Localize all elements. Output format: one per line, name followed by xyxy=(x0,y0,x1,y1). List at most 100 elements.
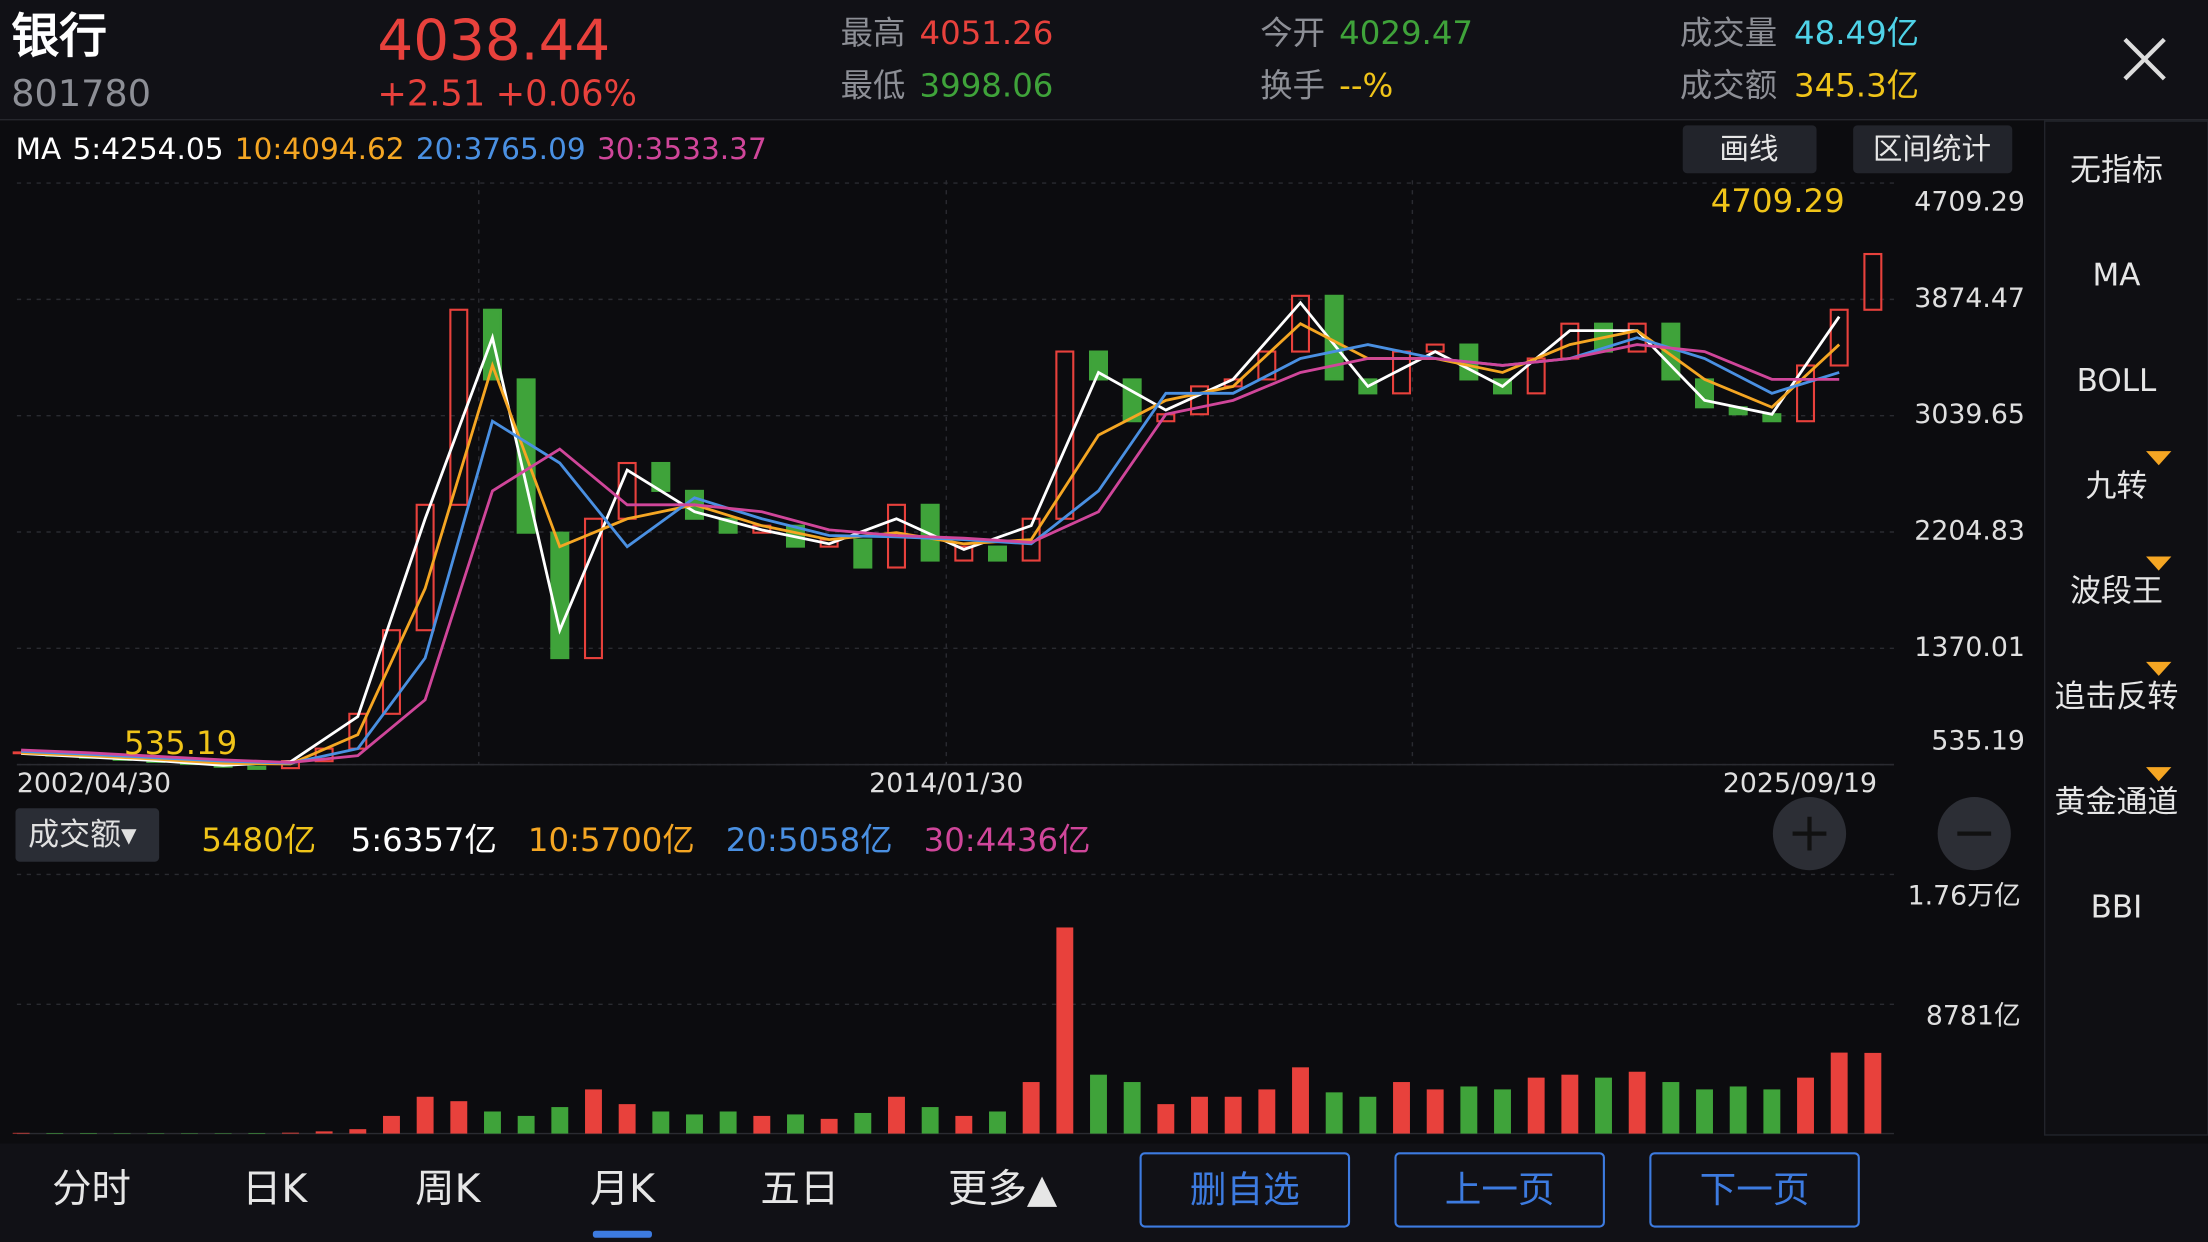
volume-bar xyxy=(1426,1089,1444,1134)
volume-bar xyxy=(383,1115,400,1134)
indicator[interactable]: 追击反转 xyxy=(2055,679,2179,715)
stat-label: 最高 xyxy=(841,14,906,52)
action-button[interactable] xyxy=(1139,1152,1351,1228)
ma-legend-item: 30:3533.37 xyxy=(597,132,767,166)
tab[interactable]: 月K xyxy=(590,1166,656,1212)
min-annotation: 535.19 xyxy=(124,724,237,762)
volume-bar xyxy=(1696,1089,1713,1134)
candle xyxy=(415,503,435,632)
candle xyxy=(1863,252,1883,311)
y-tick-label: 1370.01 xyxy=(1914,632,2025,663)
candle xyxy=(381,629,401,715)
zoom-out[interactable] xyxy=(1937,797,2011,871)
x-tick-label: 2002/04/30 xyxy=(17,768,171,799)
volume-bar xyxy=(1393,1082,1410,1134)
volume-bar xyxy=(820,1118,838,1134)
volume-bar xyxy=(719,1111,737,1134)
ma-legend-item: 20:3765.09 xyxy=(416,132,586,166)
y-tick-label: 1.76万亿 xyxy=(1908,881,2021,912)
volume-bar xyxy=(416,1096,434,1134)
change-pct: +0.06% xyxy=(496,74,637,115)
stat-value: 4029.47 xyxy=(1339,14,1473,52)
action-button[interactable] xyxy=(1394,1152,1605,1228)
volume-bar xyxy=(1797,1077,1814,1134)
zoom-in-icon xyxy=(1792,816,1827,851)
volume-bar xyxy=(955,1115,973,1134)
x-tick-label: 2025/09/19 xyxy=(1723,768,1877,799)
volume-bar xyxy=(1729,1086,1747,1134)
volume-legend-item: 30:4436亿 xyxy=(924,821,1091,859)
vip-badge xyxy=(2146,767,2172,782)
volume-bar xyxy=(12,1132,30,1134)
draw-button[interactable] xyxy=(1682,125,1817,174)
candle xyxy=(1290,294,1311,353)
stat-value: 345.3亿 xyxy=(1794,66,1919,104)
volume-bar xyxy=(921,1107,939,1134)
volume-bar xyxy=(349,1129,367,1134)
action-button-label: 下一页 xyxy=(1700,1168,1810,1211)
volume-bar xyxy=(1292,1067,1309,1134)
volume-bar xyxy=(989,1111,1006,1134)
draw-button-label: 画线 xyxy=(1719,132,1778,166)
y-tick-label: 4709.29 xyxy=(1914,186,2025,217)
tab[interactable]: 周K xyxy=(415,1166,481,1212)
candle xyxy=(550,531,570,660)
candle xyxy=(1088,350,1109,381)
indicator[interactable]: 无指标 xyxy=(2070,152,2163,188)
range-stats-label: 区间统计 xyxy=(1873,132,1991,166)
vip-badge xyxy=(2146,661,2172,676)
x-tick-label: 2014/01/30 xyxy=(869,768,1023,799)
indicator-panel xyxy=(2043,120,2208,1136)
volume-bar xyxy=(1056,927,1074,1134)
y-tick-label: 2204.83 xyxy=(1914,516,2025,547)
stat-value: 3998.06 xyxy=(920,66,1054,104)
volume-bar xyxy=(585,1089,602,1134)
volume-bar xyxy=(1191,1096,1208,1134)
tab[interactable]: 分时 xyxy=(52,1166,131,1212)
zoom-in[interactable] xyxy=(1772,797,1847,871)
candle xyxy=(583,517,603,660)
volume-legend-item: 20:5058亿 xyxy=(726,821,893,859)
indicator[interactable]: BOLL xyxy=(2077,363,2157,399)
volume-bar xyxy=(551,1107,569,1134)
action-button[interactable] xyxy=(1649,1152,1860,1228)
volume-bar xyxy=(1359,1096,1377,1134)
bottom-bar xyxy=(0,1143,2208,1242)
volume-selector-label: 成交额▾ xyxy=(28,817,137,853)
volume-bar xyxy=(282,1132,299,1134)
volume-bar xyxy=(80,1132,97,1134)
indicator[interactable]: 九转 xyxy=(2086,468,2148,504)
indicator[interactable]: 波段王 xyxy=(2070,574,2163,610)
volume-bar xyxy=(484,1111,501,1134)
stat-label: 最低 xyxy=(841,66,906,104)
vip-badge xyxy=(2146,556,2172,571)
volume-bar xyxy=(686,1114,703,1134)
close-button[interactable] xyxy=(2123,37,2166,81)
tab[interactable]: 更多▲ xyxy=(948,1166,1058,1212)
range-stats-button[interactable] xyxy=(1853,125,2013,174)
y-tick-label: 3874.47 xyxy=(1914,283,2025,314)
volume-bar xyxy=(315,1131,333,1134)
candle xyxy=(1257,350,1277,381)
tab[interactable]: 五日 xyxy=(760,1166,839,1212)
candle xyxy=(987,545,1007,562)
volume-bar xyxy=(248,1132,266,1134)
candle xyxy=(954,545,974,562)
max-annotation: 4709.29 xyxy=(1711,182,1845,220)
volume-bar xyxy=(618,1104,636,1134)
volume-bar xyxy=(1864,1052,1882,1134)
volume-bar xyxy=(46,1132,64,1134)
tab[interactable]: 日K xyxy=(242,1166,308,1212)
volume-bar xyxy=(1090,1074,1107,1134)
stock-code: 801780 xyxy=(11,72,151,115)
indicator[interactable]: BBI xyxy=(2091,890,2143,926)
volume-bar xyxy=(1527,1077,1545,1134)
indicator[interactable]: MA xyxy=(2093,258,2141,294)
indicator[interactable]: 黄金通道 xyxy=(2055,784,2179,820)
vertical-grid xyxy=(478,180,1414,765)
volume-selector[interactable] xyxy=(15,808,160,862)
volume-bar xyxy=(1662,1082,1680,1134)
candle xyxy=(1829,308,1849,367)
